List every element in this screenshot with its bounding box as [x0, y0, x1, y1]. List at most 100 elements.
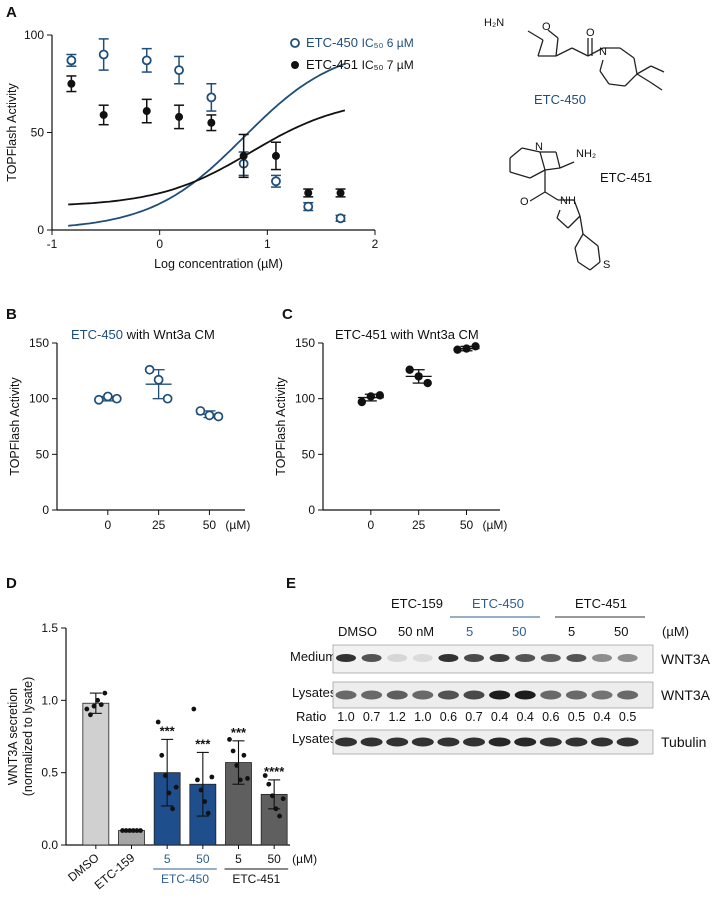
blot-band-medium [387, 654, 408, 662]
a-x-tick-label: 0 [156, 237, 163, 251]
blot-band-lysate [335, 690, 357, 700]
b-data-point [111, 393, 122, 404]
b-data-point [93, 394, 104, 405]
d-y-tick-label: 1.0 [41, 693, 58, 707]
c-y-tick-label: 50 [302, 447, 316, 461]
a-y-tick-label: 0 [37, 223, 44, 237]
c-x-tick-label: 25 [412, 518, 426, 532]
d-data-point [205, 810, 211, 816]
western-blot: ETC-159 ETC-450 ETC-451 DMSO 50 nM 5 50 … [290, 596, 711, 755]
blot-etc159-label: ETC-159 [391, 596, 443, 611]
etc450-nitrogen-label: N [599, 46, 607, 58]
b-y-tick-label: 50 [36, 447, 50, 461]
d-bar [82, 702, 110, 846]
blot-band-lysate [437, 690, 459, 700]
blot-band-medium [464, 654, 484, 662]
blot-band-lysate [386, 690, 408, 700]
blot-unit: (µM) [662, 624, 689, 639]
panel-c-chart: 0 50 100 150 0 25 50 (µM) TOPFlash Activity ETC-4… [274, 327, 507, 532]
blot-ratio-value: 0.6 [440, 710, 457, 724]
c-y-tick-label: 0 [308, 503, 315, 517]
blot-etc450-label: ETC-450 [472, 596, 524, 611]
a-x-axis-title: Log concentration (µM) [154, 257, 283, 271]
b-data-point [144, 364, 155, 375]
blot-band-lysate [361, 690, 383, 700]
d-data-point [266, 781, 272, 787]
a-fit-curve-etc-450 [68, 62, 346, 227]
a-data-point-etc-451 [271, 151, 280, 160]
a-legend-ic50: IC₅₀ 6 µM [362, 36, 414, 50]
b-y-tick-label: 100 [29, 392, 49, 406]
d-data-point [202, 799, 208, 804]
c-y-tick-label: 100 [295, 392, 315, 406]
b-data-point [162, 393, 173, 404]
a-data-point-etc-451 [142, 107, 151, 116]
blot-band-lysate [412, 690, 434, 700]
d-data-point [98, 702, 104, 708]
blot-etc159-conc: 50 nM [398, 624, 434, 639]
a-data-point-etc-451 [207, 118, 216, 127]
b-x-tick-label: 50 [203, 518, 217, 532]
c-data-point [471, 342, 480, 351]
d-data-point [130, 828, 136, 833]
blot-ratio-value: 0.5 [619, 710, 636, 724]
blot-band-tubulin [360, 737, 383, 747]
c-title: ETC-451 with Wnt3a CM [335, 327, 479, 342]
blot-band-lysate [514, 690, 536, 700]
d-y-tick-label: 0.5 [41, 766, 58, 780]
d-y-axis-title-line1: WNT3A secretion [6, 688, 20, 785]
d-data-point [241, 752, 247, 758]
c-data-point [453, 345, 462, 354]
blot-row-ratio: Ratio [296, 709, 326, 724]
d-group-label: ETC-451 [232, 872, 280, 886]
a-y-axis-title: TOPFlash Activity [5, 83, 19, 182]
blot-band-medium [489, 654, 510, 662]
blot-row-lysates: Lysates [292, 685, 337, 700]
d-significance-label: *** [231, 725, 247, 740]
d-data-point [120, 828, 125, 833]
blot-band-lysate [540, 690, 562, 700]
a-data-point-etc-451 [304, 188, 313, 197]
a-data-point-etc-451 [175, 112, 184, 121]
blot-ratio-value: 1.0 [337, 710, 354, 724]
blot-ratio-value: 1.0 [414, 710, 431, 724]
blot-band-lysate [617, 690, 639, 700]
a-legend-entry-etc450: ETC-450 IC₅₀ 6 µM [306, 35, 414, 50]
d-x-unit-label: (µM) [292, 852, 317, 866]
d-x-tick-label: 5 [235, 852, 242, 866]
a-x-tick-label: 2 [372, 237, 379, 251]
blot-ratio-value: 0.4 [517, 710, 534, 724]
blot-band-medium [566, 654, 587, 662]
d-group-label: ETC-450 [161, 872, 209, 886]
d-data-point [84, 706, 90, 712]
d-x-tick-label: ETC-159 [92, 850, 138, 892]
blot-ratio-value: 0.7 [363, 710, 380, 724]
d-data-point [195, 777, 200, 783]
blot-band-medium [336, 654, 356, 662]
d-x-tick-label: 50 [267, 852, 281, 866]
etc451-structure-label: ETC-451 [600, 170, 652, 185]
blot-ratio-value: 0.4 [491, 710, 508, 724]
blot-bands [335, 654, 639, 747]
c-data-point [375, 391, 385, 400]
c-data-point [357, 397, 367, 407]
etc450-structure [527, 29, 665, 91]
etc450-oxygen-keto-label: O [586, 27, 595, 39]
a-data-point-etc-451 [67, 79, 76, 88]
d-data-point [262, 773, 268, 778]
d-data-point [269, 793, 275, 799]
c-x-unit-label: (µM) [483, 518, 508, 532]
blot-band-tubulin [488, 737, 511, 747]
a-x-tick-label: -1 [47, 237, 58, 251]
c-y-tick-label: 150 [295, 336, 315, 350]
blot-band-medium [412, 654, 433, 662]
blot-ratio-value: 0.6 [542, 710, 559, 724]
b-data-point [102, 391, 113, 402]
etc451-oxygen-label: O [520, 196, 529, 208]
d-data-point [230, 748, 236, 754]
b-title-rest: with Wnt3a CM [123, 327, 215, 342]
panel-label-e: E [286, 575, 296, 592]
blot-etc451-label: ETC-451 [575, 596, 627, 611]
a-data-point-etc-451 [99, 110, 108, 119]
panel-label-a: A [6, 4, 17, 21]
